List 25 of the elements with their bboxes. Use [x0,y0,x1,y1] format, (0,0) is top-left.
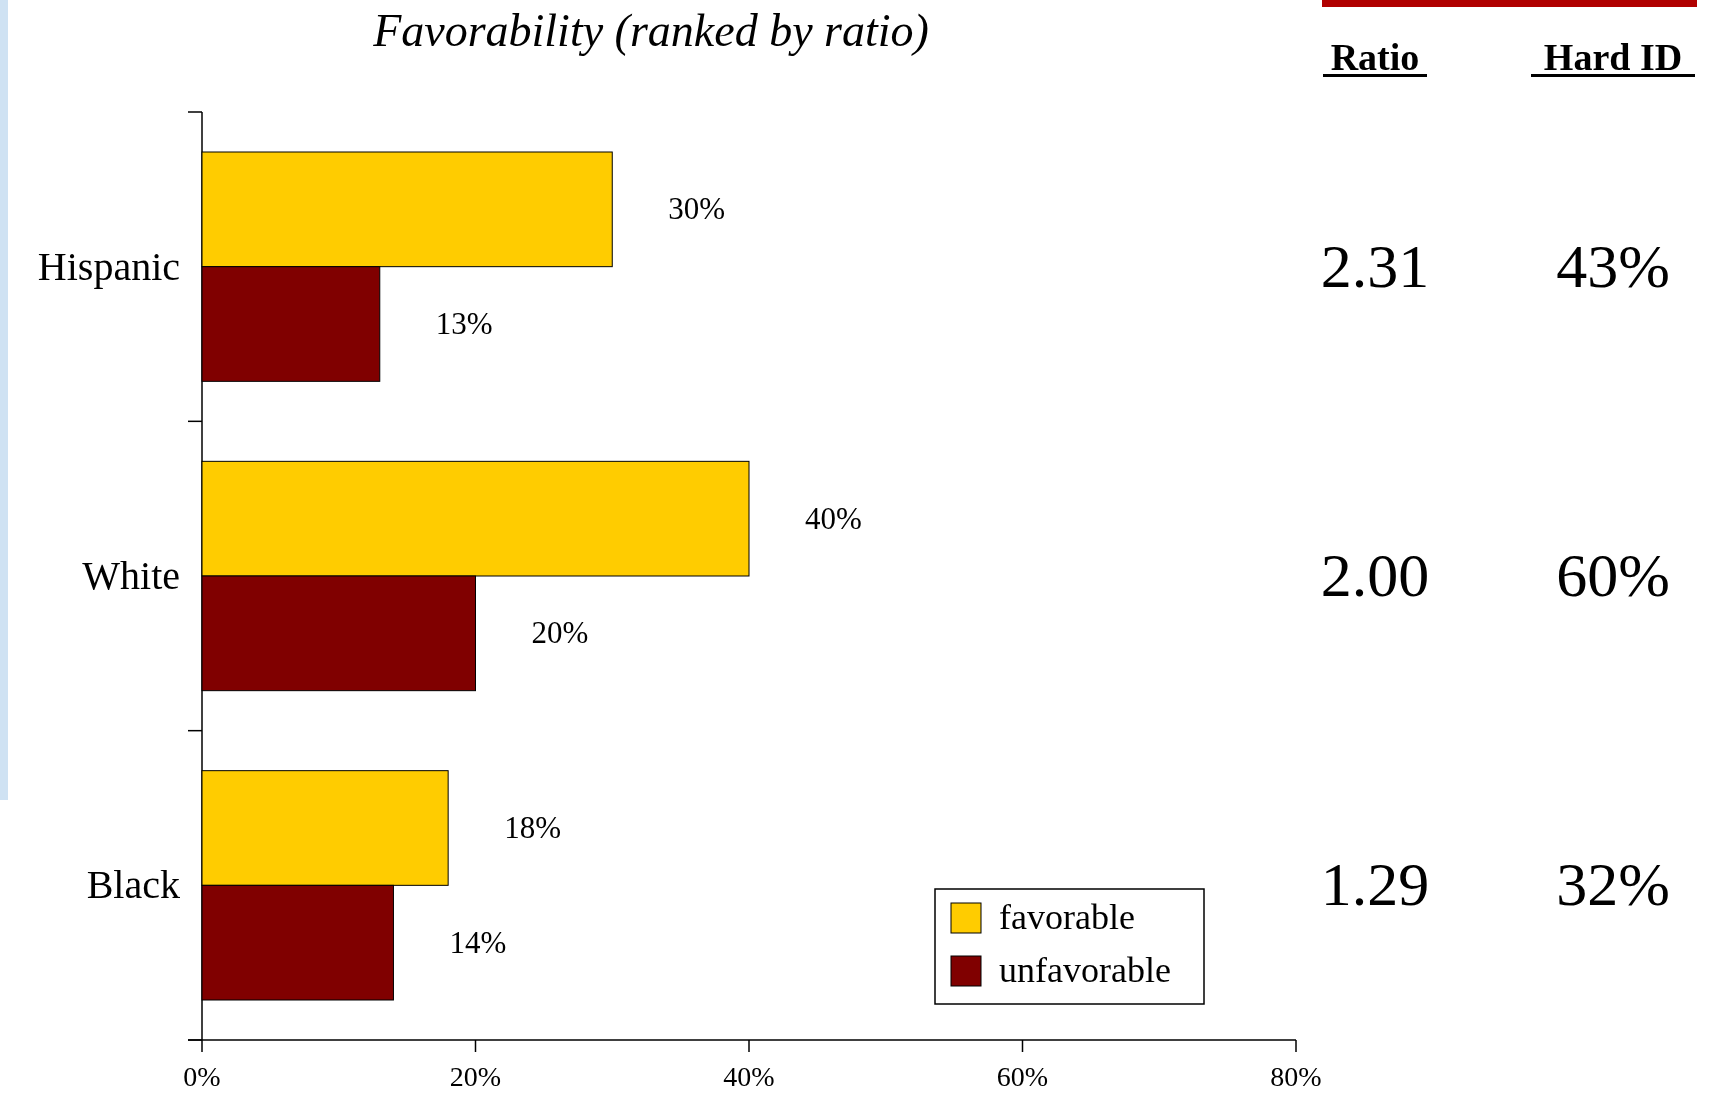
data-label: 13% [435,306,493,341]
text: 2.31 [1320,231,1430,300]
x-tick-label: 40% [723,1061,775,1092]
data-label: 30% [668,191,726,227]
x-tick-label: 0% [183,1061,221,1092]
chart-title: Favorability (ranked by ratio) [372,5,929,56]
data-label: 18% [504,810,561,845]
text: 1.29 [1320,850,1430,919]
legend-label: favorable [999,897,1135,937]
x-tick-label: 20% [449,1061,502,1092]
text: 43% [1556,231,1670,300]
text: 60% [1556,541,1670,609]
y-tick-label: Black [86,862,180,908]
data-label: 20% [531,615,589,651]
data-label: 14% [449,924,507,960]
y-tick-label: White [82,553,180,598]
x-tick-label: 60% [996,1061,1049,1092]
text: 2.00 [1320,541,1430,609]
category-label: Ratio [1330,36,1420,78]
data-label: 40% [805,500,862,536]
legend-label: unfavorable [999,950,1171,990]
text: 32% [1556,850,1670,919]
x-tick-label: 80% [1270,1061,1322,1092]
y-tick-label: Hispanic [37,243,180,289]
category-label: Hard ID [1543,36,1683,78]
